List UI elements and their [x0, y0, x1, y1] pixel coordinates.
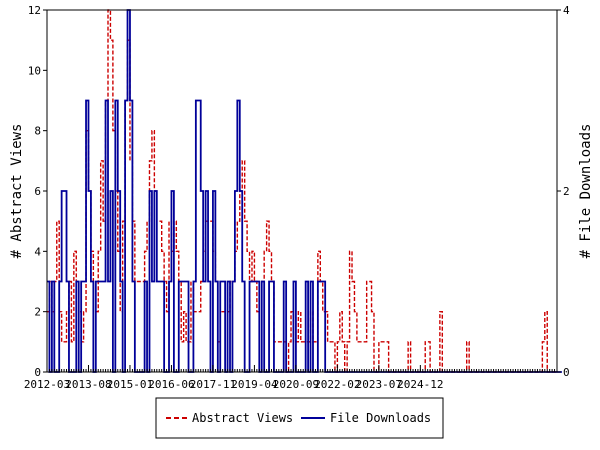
plot-frame: [46, 9, 558, 373]
y-tick-label: 2: [34, 306, 41, 319]
label-layer: 2012-032013-082015-012016-062017-112019-…: [24, 4, 570, 391]
y-tick-label: 4: [34, 245, 41, 258]
legend-box: [155, 397, 444, 439]
y-tick-label: 0: [34, 366, 41, 379]
x-tick-label: 2019-04: [231, 378, 278, 391]
y2-axis-title: # File Downloads: [578, 124, 594, 259]
legend-label-abstract-views: Abstract Views: [192, 411, 293, 425]
y-tick-label: 6: [34, 185, 41, 198]
legend: Abstract Views File Downloads: [155, 397, 444, 439]
x-tick-label: 2020-09: [273, 378, 319, 391]
y2-tick-label: 0: [563, 366, 570, 379]
y-tick-label: 10: [28, 64, 41, 77]
x-tick-label: 2022-02: [314, 378, 360, 391]
x-tick-label: 2024-12: [397, 378, 443, 391]
x-tick-label: 2015-01: [107, 378, 153, 391]
x-tick-label: 2016-06: [148, 378, 194, 391]
x-tick-label: 2013-08: [65, 378, 111, 391]
y-tick-label: 12: [28, 4, 41, 17]
y-axis-title: # Abstract Views: [9, 124, 25, 259]
legend-label-file-downloads: File Downloads: [330, 411, 431, 425]
y-tick-label: 8: [34, 125, 41, 138]
x-tick-label: 2012-03: [24, 378, 70, 391]
y2-tick-label: 2: [563, 185, 570, 198]
x-tick-label: 2017-11: [190, 378, 236, 391]
y2-tick-label: 4: [563, 4, 570, 17]
x-tick-label: 2023-07: [356, 378, 402, 391]
